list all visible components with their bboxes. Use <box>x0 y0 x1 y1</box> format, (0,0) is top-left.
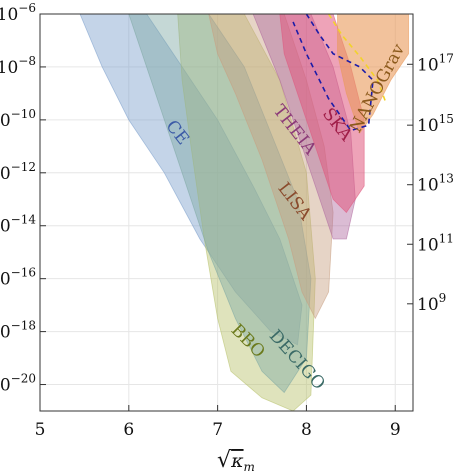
region-ce <box>79 14 303 346</box>
y-right-tick-label: 1017 <box>417 51 454 75</box>
contour-dashed-1 <box>292 14 374 132</box>
x-tick-label: 8 <box>301 420 312 440</box>
y-right-tick-label: 109 <box>417 291 446 315</box>
y-left-tick-label: 10−20 <box>0 372 36 396</box>
contours <box>292 14 388 132</box>
x-tick-label: 6 <box>123 420 134 440</box>
x-tick-label: 5 <box>35 420 46 440</box>
y-right-tick-label: 1015 <box>417 112 454 136</box>
y-left-tick-label: 10−16 <box>0 266 36 290</box>
ticks <box>39 13 413 411</box>
plot-frame <box>39 13 414 412</box>
x-tick-label: 9 <box>390 420 401 440</box>
region-decigo <box>128 14 312 394</box>
y-right-tick-label: 1013 <box>417 172 454 196</box>
y-left-tick-label: 10−18 <box>0 319 36 343</box>
contour-dashed-2 <box>327 14 388 105</box>
y-left-tick-label: 10−6 <box>0 1 36 25</box>
region-bbo <box>177 14 316 411</box>
y-left-tick-label: 10−10 <box>0 107 36 131</box>
x-tick-label: 7 <box>212 420 223 440</box>
y-right-tick-label: 1011 <box>417 231 454 255</box>
regions <box>79 14 410 411</box>
y-left-tick-label: 10−12 <box>0 160 36 184</box>
tick-labels: 5 6 7 8 9 10−6 10−8 10−10 10−12 10−14 10−16 10−18 10… <box>0 1 454 440</box>
y-left-tick-label: 10−14 <box>0 213 36 237</box>
x-axis-label: √κm <box>217 448 255 474</box>
y-left-tick-label: 10−8 <box>0 54 36 78</box>
